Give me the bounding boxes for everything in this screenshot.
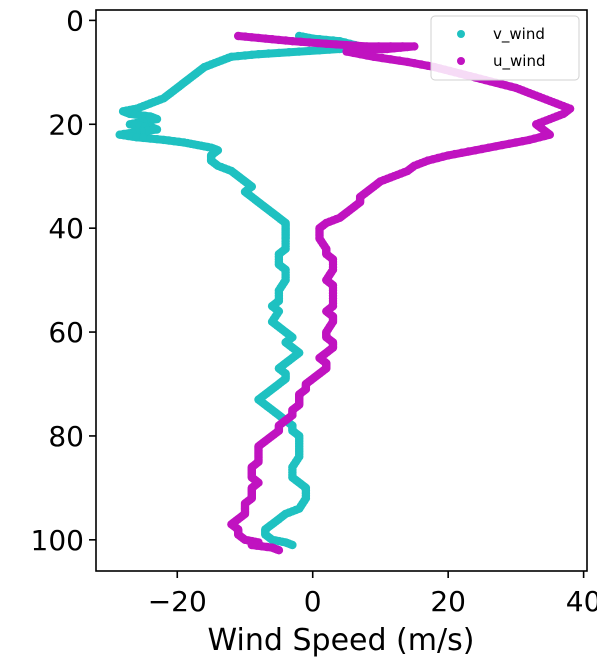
data-point-u_wind — [332, 40, 341, 49]
data-point-u_wind — [383, 44, 392, 54]
data-point-v_wind — [284, 48, 294, 57]
legend-marker-v_wind — [457, 30, 465, 38]
plot-frame — [95, 9, 588, 572]
data-point-u_wind — [342, 47, 351, 56]
data-point-v_wind — [295, 47, 304, 56]
data-point-u_wind — [349, 48, 358, 58]
data-point-u_wind — [267, 35, 277, 44]
data-point-u_wind — [457, 148, 466, 157]
data-point-u_wind — [477, 144, 487, 154]
data-point-u_wind — [313, 38, 322, 48]
y-tick-label: 40 — [48, 212, 84, 245]
legend: v_wind u_wind — [430, 15, 580, 81]
data-point-v_wind — [132, 133, 141, 142]
data-point-v_wind — [234, 51, 243, 61]
data-point-u_wind — [403, 42, 412, 52]
series-u_wind — [227, 31, 575, 555]
y-tick-label: 100 — [31, 524, 84, 557]
x-tick-label: 20 — [430, 585, 466, 618]
data-point-v_wind — [274, 48, 284, 58]
data-point-u_wind — [410, 42, 419, 51]
data-point-v_wind — [247, 50, 256, 59]
data-point-u_wind — [355, 50, 365, 59]
series-layer — [115, 31, 575, 555]
data-point-v_wind — [139, 133, 148, 143]
data-point-u_wind — [274, 546, 284, 555]
data-point-v_wind — [305, 46, 314, 56]
data-point-u_wind — [403, 57, 412, 67]
data-point-u_wind — [410, 59, 419, 68]
legend-label-u_wind: u_wind — [493, 52, 545, 71]
legend-marker-u_wind — [457, 57, 465, 65]
ticks-layer: −20 0 20 40 0 20 40 60 80 100 — [31, 4, 597, 618]
x-tick-label: 0 — [304, 585, 322, 618]
x-axis-label: Wind Speed (m/s) — [208, 623, 475, 658]
data-point-u_wind — [377, 53, 387, 63]
data-point-u_wind — [386, 55, 395, 64]
data-point-u_wind — [450, 149, 460, 159]
data-point-u_wind — [389, 44, 399, 53]
series-line-v_wind — [115, 32, 365, 549]
data-point-u_wind — [288, 37, 297, 46]
data-point-u_wind — [281, 36, 290, 45]
data-point-u_wind — [484, 143, 493, 152]
data-point-v_wind — [240, 51, 250, 60]
data-point-u_wind — [491, 142, 500, 151]
data-point-v_wind — [288, 540, 297, 550]
data-point-u_wind — [234, 31, 243, 41]
data-point-u_wind — [394, 56, 404, 65]
y-tick-label: 80 — [48, 420, 84, 453]
data-point-u_wind — [247, 33, 256, 42]
data-point-u_wind — [322, 39, 331, 48]
data-point-u_wind — [464, 147, 473, 156]
data-point-u_wind — [525, 135, 534, 145]
data-point-u_wind — [240, 32, 250, 41]
data-point-u_wind — [296, 37, 306, 46]
data-point-v_wind — [146, 134, 155, 143]
x-tick-label: −20 — [148, 585, 207, 618]
data-point-u_wind — [498, 140, 507, 150]
data-point-u_wind — [396, 43, 405, 52]
y-tick-label: 0 — [66, 4, 84, 37]
series-v_wind — [115, 31, 365, 550]
legend-label-v_wind: v_wind — [493, 25, 545, 44]
data-point-v_wind — [254, 50, 263, 59]
x-tick-label: 40 — [566, 585, 597, 618]
data-point-u_wind — [423, 61, 432, 70]
data-point-v_wind — [315, 46, 324, 55]
data-point-u_wind — [504, 139, 514, 148]
data-point-u_wind — [471, 146, 480, 155]
data-point-u_wind — [362, 51, 372, 60]
data-point-u_wind — [305, 38, 314, 47]
data-point-u_wind — [518, 137, 527, 146]
data-point-u_wind — [416, 60, 426, 69]
data-point-v_wind — [152, 135, 162, 144]
data-point-u_wind — [254, 33, 263, 43]
y-tick-label: 20 — [48, 108, 84, 141]
data-point-u_wind — [274, 35, 284, 45]
data-point-v_wind — [264, 49, 273, 58]
y-tick-label: 60 — [48, 316, 84, 349]
data-point-u_wind — [369, 52, 378, 61]
legend-box — [430, 15, 580, 81]
data-point-u_wind — [342, 40, 351, 50]
data-point-u_wind — [261, 34, 270, 43]
data-point-u_wind — [511, 138, 521, 147]
data-point-u_wind — [372, 45, 382, 54]
